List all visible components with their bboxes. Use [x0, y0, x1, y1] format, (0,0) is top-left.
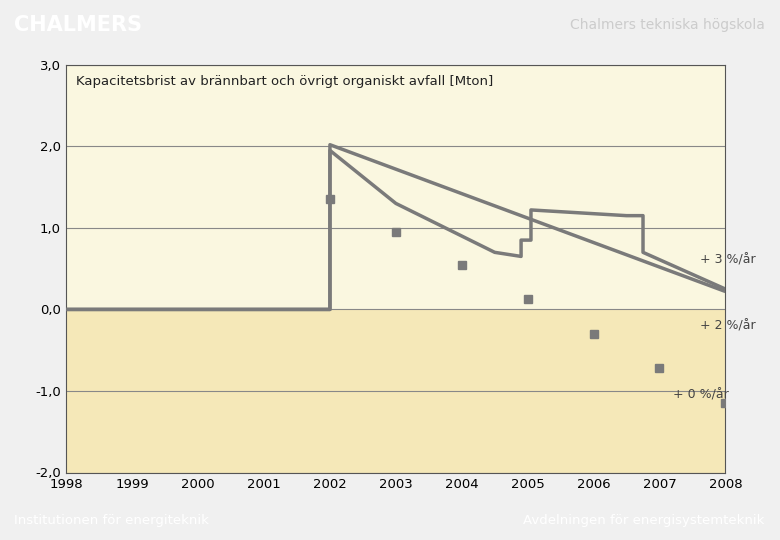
Text: + 2 %/år: + 2 %/år	[700, 319, 756, 332]
Bar	[66, 309, 725, 472]
Text: CHALMERS: CHALMERS	[14, 15, 142, 35]
Text: Chalmers tekniska högskola: Chalmers tekniska högskola	[569, 18, 764, 32]
Text: Avdelningen för energisystemteknik: Avdelningen för energisystemteknik	[523, 514, 764, 527]
Text: + 3 %/år: + 3 %/år	[700, 254, 756, 267]
Text: + 0 %/år: + 0 %/år	[672, 389, 729, 402]
Text: Kapacitetsbrist av brännbart och övrigt organiskt avfall [Mton]: Kapacitetsbrist av brännbart och övrigt …	[76, 75, 494, 88]
Text: Institutionen för energiteknik: Institutionen för energiteknik	[14, 514, 209, 527]
